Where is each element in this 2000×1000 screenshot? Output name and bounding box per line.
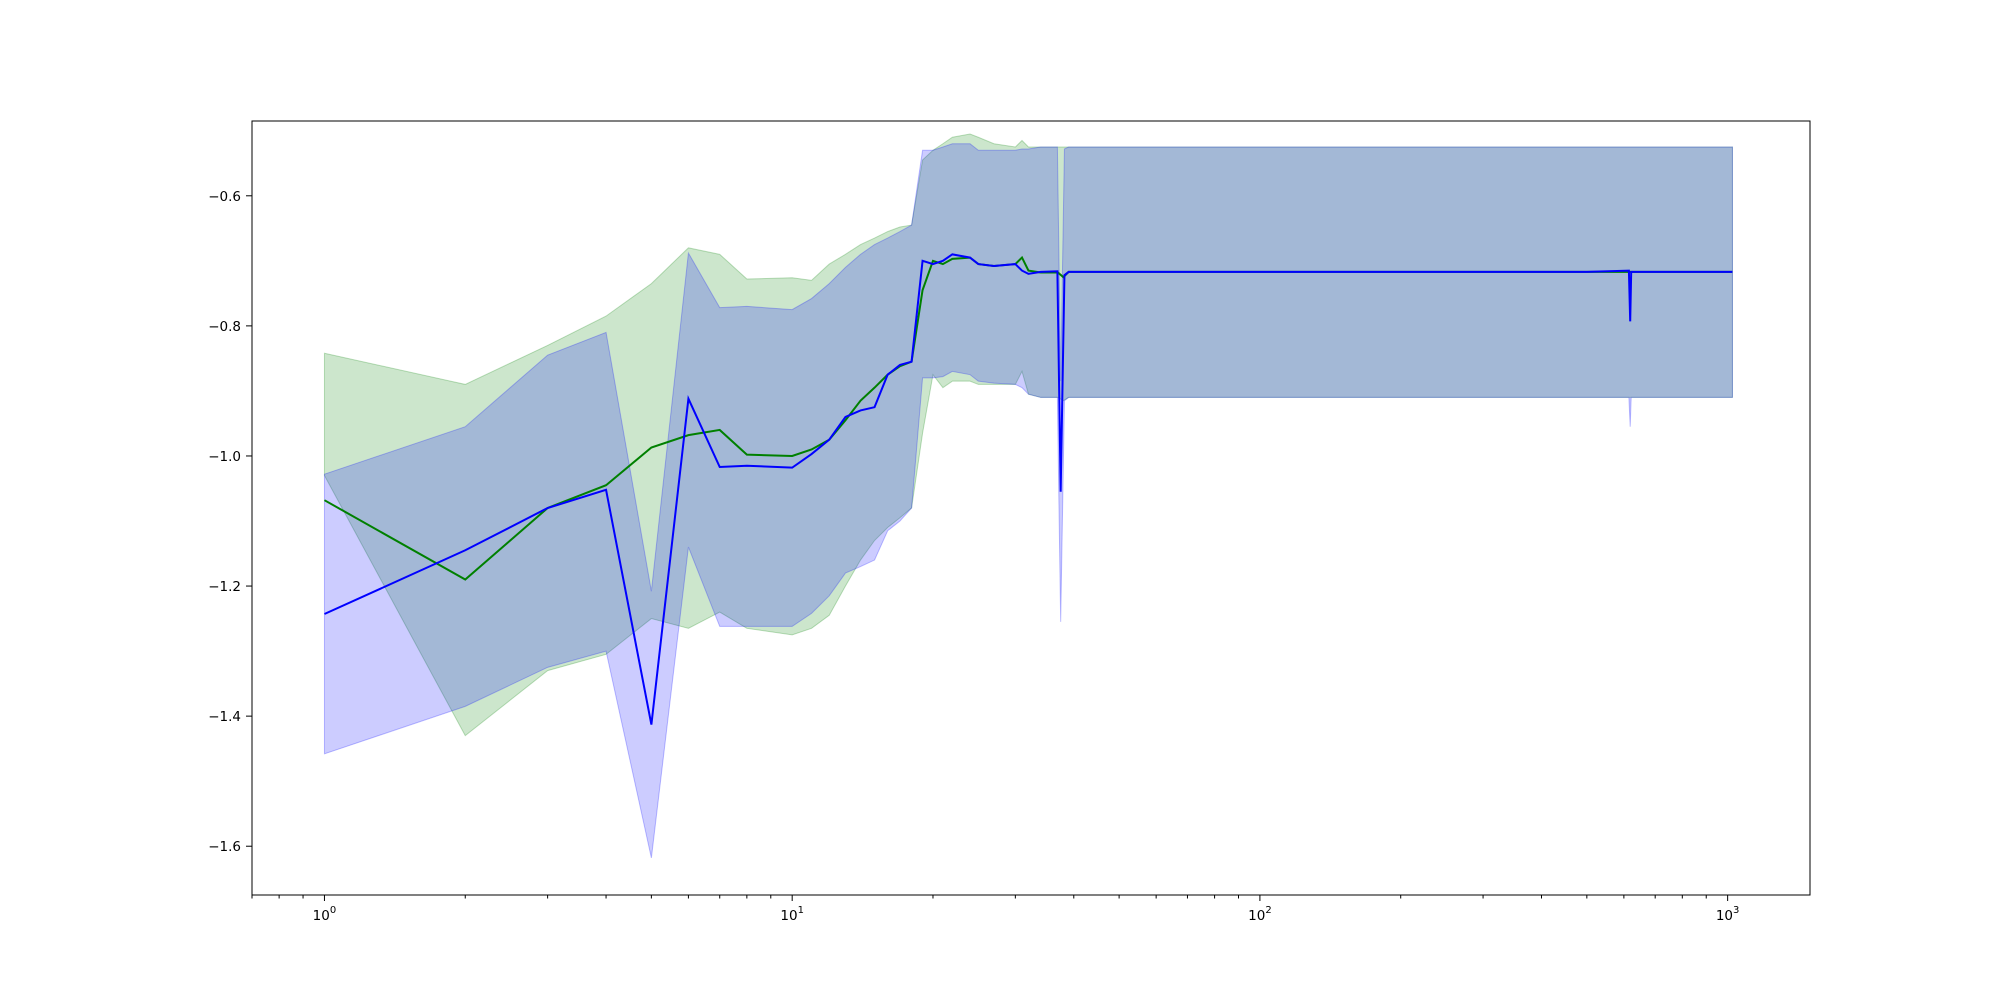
plot-frame bbox=[251, 120, 1811, 896]
x-axis: 100 101 102 103 bbox=[251, 895, 1740, 924]
confidence-bands bbox=[323, 133, 1733, 859]
y-tick-label: −0.8 bbox=[208, 319, 241, 335]
x-tick-label: 100 bbox=[313, 905, 337, 924]
series-1-band bbox=[323, 133, 1733, 737]
x-tick-label: 102 bbox=[1248, 905, 1272, 924]
series-2-band bbox=[323, 143, 1733, 859]
x-tick-label: 103 bbox=[1716, 905, 1740, 924]
y-tick-label: −1.6 bbox=[208, 839, 241, 855]
series-lines bbox=[323, 253, 1733, 725]
y-tick-label: −1.4 bbox=[208, 709, 241, 725]
y-tick-label: −1.2 bbox=[208, 579, 241, 595]
series-2-line bbox=[324, 253, 1733, 725]
y-axis: −1.6 −1.4 −1.2 −1.0 −0.8 −0.6 bbox=[208, 189, 252, 855]
y-tick-label: −0.6 bbox=[208, 189, 241, 205]
y-tick-label: −1.0 bbox=[208, 449, 241, 465]
x-tick-label: 101 bbox=[780, 905, 804, 924]
